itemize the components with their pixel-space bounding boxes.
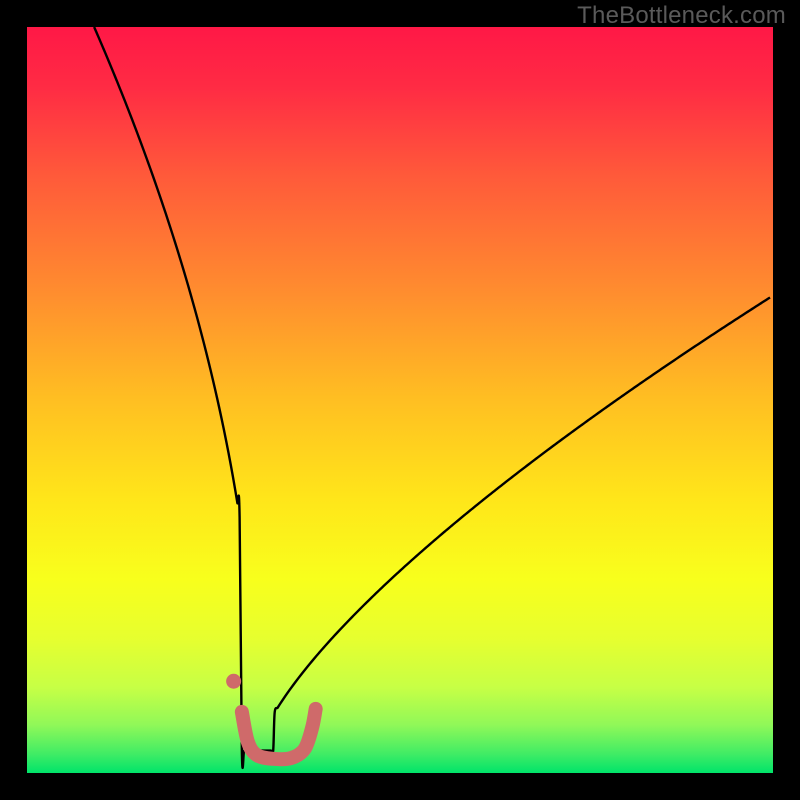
bottleneck-curve-chart (0, 0, 800, 800)
valley-marker-dot (226, 674, 241, 689)
watermark-text: TheBottleneck.com (577, 2, 786, 30)
chart-frame: TheBottleneck.com (0, 0, 800, 800)
